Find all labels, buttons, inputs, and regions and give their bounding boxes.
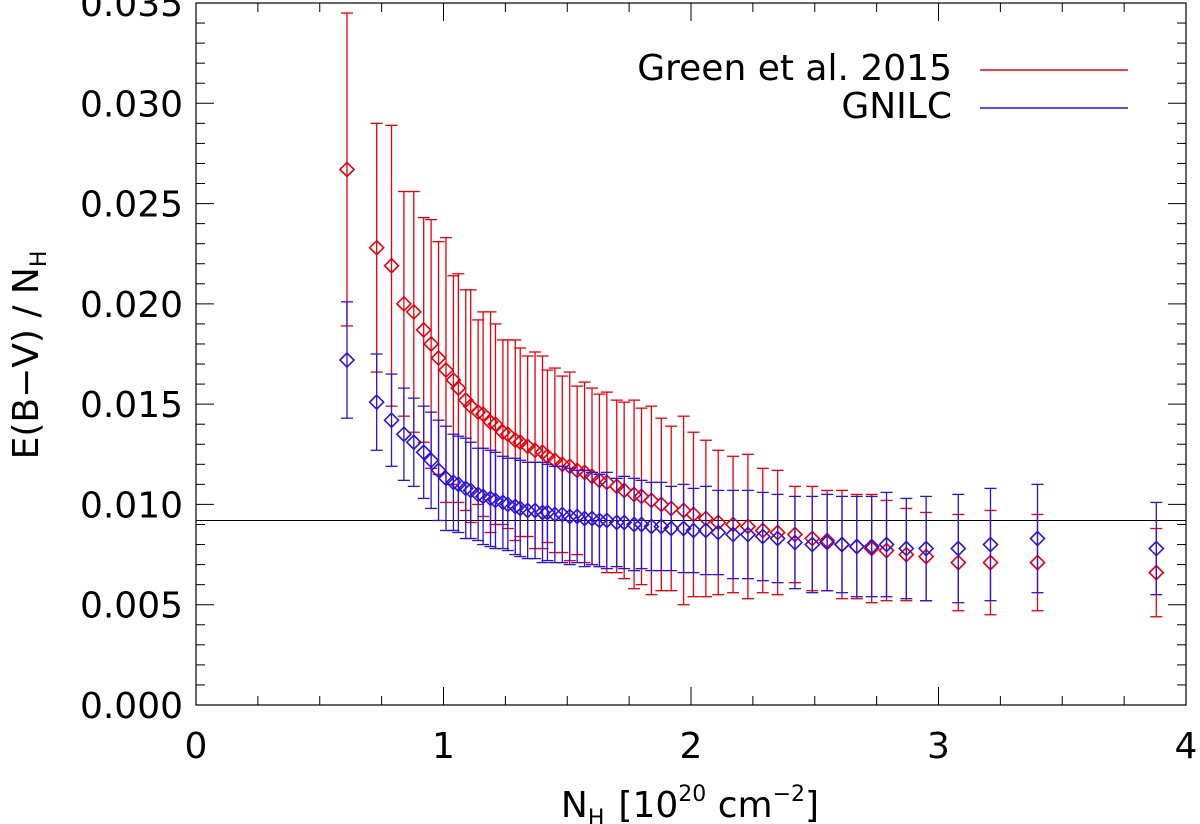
data-point xyxy=(422,335,440,353)
x-tick-label: 1 xyxy=(432,726,455,767)
data-point xyxy=(653,518,670,535)
x-axis-label-sub: H xyxy=(588,806,605,824)
data-point xyxy=(675,520,692,537)
data-point xyxy=(405,303,422,321)
data-point xyxy=(338,351,356,369)
x-axis-label: NH [1020 cm−2] xyxy=(561,782,819,824)
data-point xyxy=(608,514,625,531)
data-point xyxy=(437,361,455,379)
data-point xyxy=(519,438,536,455)
data-point xyxy=(917,540,935,557)
data-point xyxy=(450,476,467,493)
x-tick-label: 0 xyxy=(185,726,208,767)
legend-label-green: Green et al. 2015 xyxy=(637,48,952,89)
data-point xyxy=(739,526,757,543)
data-point xyxy=(395,295,413,312)
data-point xyxy=(625,516,643,533)
data-point xyxy=(591,512,608,529)
ticks-layer xyxy=(195,2,1187,706)
data-point xyxy=(833,536,851,553)
y-axis-label-main: E(B−V) / N xyxy=(6,267,47,459)
x-axis-label-units-pre: [10 xyxy=(618,785,678,824)
data-point xyxy=(383,412,400,429)
x-tick-label: 2 xyxy=(680,726,703,767)
series-1 xyxy=(338,301,1165,604)
data-point xyxy=(368,239,385,256)
data-point xyxy=(576,510,593,527)
y-tick-label: 0.000 xyxy=(80,686,183,727)
legend-label-gnilc: GNILC xyxy=(841,86,952,127)
y-axis-label: E(B−V) / NH xyxy=(6,251,52,460)
data-point xyxy=(616,514,633,531)
data-point xyxy=(395,426,413,443)
data-point xyxy=(546,506,564,523)
data-point xyxy=(499,426,516,443)
y-tick-label: 0.035 xyxy=(80,0,183,25)
y-tick-label: 0.030 xyxy=(80,84,183,125)
data-point xyxy=(633,516,650,533)
data-point xyxy=(430,462,447,479)
x-axis-label-units-post: ] xyxy=(805,785,819,824)
x-axis-label-base: N xyxy=(561,785,588,824)
x-axis-label-units-exp: 20 xyxy=(678,782,706,807)
x-axis-label-units-exp2: −2 xyxy=(773,782,805,807)
data-point xyxy=(710,524,727,541)
data-point xyxy=(804,536,821,553)
data-point xyxy=(519,502,536,519)
data-point xyxy=(848,538,865,555)
data-point xyxy=(982,536,999,553)
data-point xyxy=(898,540,915,557)
series-0 xyxy=(338,12,1165,618)
data-point xyxy=(539,448,556,465)
data-point xyxy=(818,534,836,551)
data-point xyxy=(863,538,880,555)
data-point xyxy=(598,512,615,529)
data-point xyxy=(474,406,492,423)
y-tick-label: 0.010 xyxy=(80,485,183,526)
data-point xyxy=(950,540,967,557)
data-point xyxy=(512,434,529,451)
x-tick-label: 3 xyxy=(927,726,950,767)
data-point xyxy=(368,394,385,411)
data-point xyxy=(697,522,714,539)
data-point xyxy=(685,522,702,539)
legend: Green et al. 2015 GNILC xyxy=(637,48,1128,127)
data-point xyxy=(724,526,742,543)
data-point xyxy=(878,536,895,553)
data-point xyxy=(405,434,422,451)
data-point xyxy=(769,530,786,547)
data-point xyxy=(383,257,400,274)
data-point xyxy=(663,520,680,537)
y-tick-label: 0.020 xyxy=(80,285,183,326)
series-layer xyxy=(338,12,1165,618)
data-point xyxy=(415,321,432,339)
data-point xyxy=(462,398,479,415)
y-tick-label: 0.025 xyxy=(80,185,183,226)
data-point xyxy=(415,444,432,461)
data-point xyxy=(1148,540,1165,557)
y-axis-label-sub: H xyxy=(27,251,52,268)
x-tick-label: 4 xyxy=(1175,726,1198,767)
data-point xyxy=(462,482,479,499)
data-point xyxy=(450,379,467,397)
data-point xyxy=(1029,530,1046,547)
data-point xyxy=(561,508,578,525)
y-tick-label: 0.005 xyxy=(80,586,183,627)
data-point xyxy=(338,161,356,178)
x-axis-label-units-mid: cm xyxy=(706,785,772,824)
tick-labels-layer: 0 1 2 3 4 0.000 0.005 0.010 0.015 0.020 0.025 0.030… xyxy=(80,0,1198,767)
data-point xyxy=(786,534,804,551)
data-point xyxy=(754,528,771,545)
y-tick-label: 0.015 xyxy=(80,385,183,426)
data-point xyxy=(437,470,455,487)
data-point xyxy=(430,349,447,367)
data-point xyxy=(487,416,504,433)
data-point xyxy=(422,452,440,469)
